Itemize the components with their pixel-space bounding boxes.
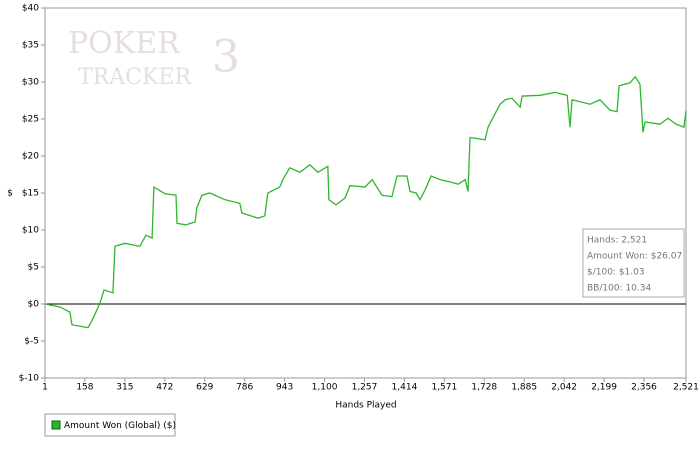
y-tick-label: $25 [22, 115, 39, 125]
x-tick-label: 315 [116, 383, 133, 393]
y-tick-label: $30 [22, 78, 39, 88]
watermark: POKER TRACKER 3 [68, 26, 240, 90]
y-tick-label: $-10 [19, 374, 40, 384]
y-axis-label: $ [7, 189, 13, 199]
y-tick-label: $5 [28, 263, 39, 273]
info-box: Hands: 2,521 Amount Won: $26.07 $/100: $1.… [582, 228, 685, 298]
x-tick-label: 1,571 [431, 383, 457, 393]
x-tick-label: 2,356 [631, 383, 657, 393]
x-tick-label: 1,100 [312, 383, 338, 393]
x-tick-label: 1,257 [352, 383, 378, 393]
watermark-text: 3 [212, 32, 240, 83]
x-tick-label: 2,521 [673, 383, 699, 393]
info-frame [582, 228, 685, 298]
y-tick-label: $40 [22, 4, 39, 14]
y-tick-label: $-5 [24, 337, 39, 347]
x-tick-label: 1 [42, 383, 48, 393]
y-tick-label: $10 [22, 226, 39, 236]
x-tick-label: 1,728 [471, 383, 497, 393]
x-tick-label: 158 [76, 383, 93, 393]
watermark-text: POKER [68, 26, 181, 61]
x-tick-label: 1,414 [392, 383, 418, 393]
plot-frame [44, 7, 687, 379]
watermark-text: TRACKER [78, 65, 192, 90]
x-tick-label: 629 [196, 383, 213, 393]
x-tick-label: 472 [156, 383, 173, 393]
x-tick-label: 786 [236, 383, 253, 393]
x-tick-label: 2,042 [551, 383, 577, 393]
y-tick-label: $20 [22, 152, 39, 162]
legend [44, 413, 176, 437]
legend-label: Amount Won (Global) ($) [64, 421, 176, 431]
x-tick-label: 943 [276, 383, 293, 393]
y-tick-label: $0 [28, 300, 40, 310]
legend-swatch [51, 420, 61, 430]
info-text: $/100: $1.03 [587, 268, 645, 278]
info-text: BB/100: 10.34 [587, 284, 651, 294]
y-tick-label: $35 [22, 41, 39, 51]
info-text: Hands: 2,521 [587, 236, 647, 246]
x-axis-label: Hands Played [335, 401, 396, 411]
y-tick-label: $15 [22, 189, 39, 199]
info-text: Amount Won: $26.07 [587, 252, 682, 262]
x-tick-label: 2,199 [591, 383, 617, 393]
series-line [44, 75, 687, 329]
x-tick-label: 1,885 [511, 383, 537, 393]
